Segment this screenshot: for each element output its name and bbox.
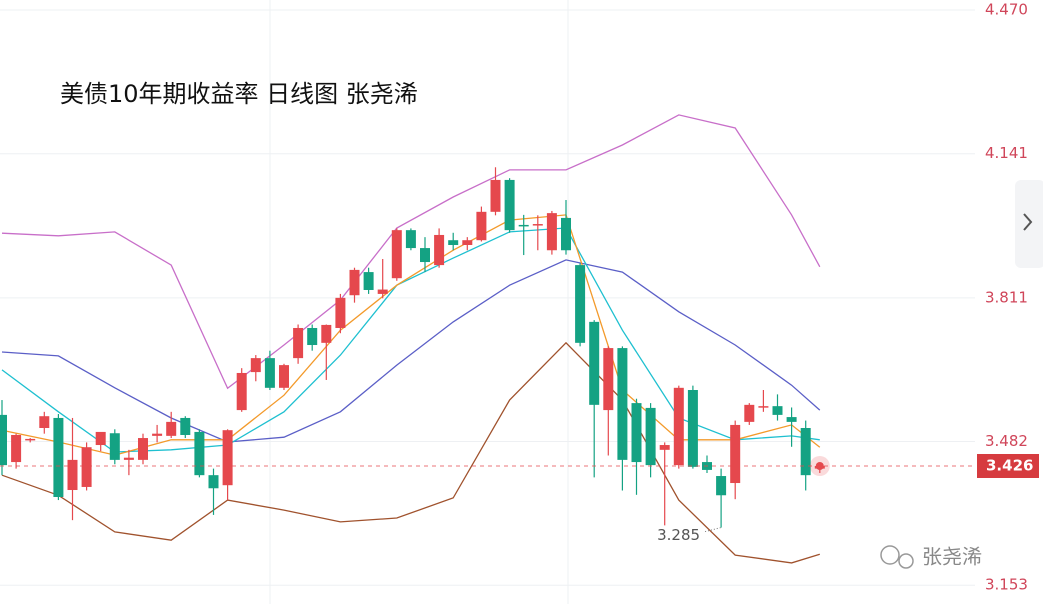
candle-body	[645, 407, 656, 466]
candle-body	[405, 230, 416, 249]
y-tick-label: 4.141	[985, 144, 1028, 162]
candle-body	[518, 224, 529, 227]
watermark: 张尧浠	[880, 545, 982, 569]
candle-body	[532, 224, 543, 226]
candle-body	[0, 414, 7, 466]
candle-body	[152, 433, 163, 436]
candle-body	[377, 289, 388, 294]
candle-body	[349, 269, 360, 296]
candle-body	[716, 476, 727, 496]
candle-body	[264, 358, 275, 388]
candle-body	[589, 321, 600, 405]
candle-body	[617, 348, 628, 460]
candle-body	[307, 327, 318, 346]
candle-body	[279, 365, 289, 388]
candle-body	[25, 438, 36, 441]
candle-body	[293, 327, 304, 359]
candle-body	[53, 417, 64, 498]
candle-body	[561, 217, 571, 251]
candle-body	[363, 272, 374, 290]
candle-body	[335, 297, 346, 328]
candle-body	[730, 424, 741, 484]
candle-body	[546, 213, 557, 251]
expand-button[interactable]	[1015, 180, 1043, 268]
candle-body	[448, 240, 459, 246]
candle-body	[603, 348, 614, 411]
chart-title: 美债10年期收益率 日线图 张尧浠	[60, 80, 418, 108]
y-tick-label: 3.153	[985, 576, 1028, 594]
candle-body	[420, 248, 430, 263]
y-tick-label: 3.482	[985, 432, 1028, 450]
candle-body	[109, 433, 120, 460]
candle-body	[208, 475, 219, 489]
candle-body	[180, 417, 191, 435]
candle-body	[673, 387, 684, 466]
low-label: 3.285	[657, 526, 700, 544]
last-price-dot	[815, 461, 824, 470]
candle-body	[462, 240, 473, 246]
candle-body	[434, 234, 445, 266]
candle-body	[744, 404, 755, 422]
candle-body	[758, 406, 769, 408]
candle-body	[687, 390, 698, 467]
candle-body	[490, 179, 501, 212]
candle-body	[222, 430, 233, 486]
y-tick-label: 3.811	[985, 288, 1028, 306]
candle-body	[504, 179, 515, 231]
candle-body	[786, 417, 797, 422]
candle-body	[166, 421, 177, 436]
candle-body	[659, 445, 670, 450]
candle-body	[800, 427, 811, 476]
candle-body	[575, 265, 586, 343]
candle-body	[391, 230, 402, 279]
candle-body	[772, 406, 783, 415]
candle-body	[321, 324, 332, 343]
ma-line	[1, 114, 821, 390]
candle-body	[476, 211, 487, 241]
last-price-box	[977, 453, 1039, 478]
candle-body	[95, 431, 106, 446]
candle-body	[67, 459, 78, 491]
candle-body	[631, 403, 642, 463]
y-tick-label: 4.470	[985, 1, 1028, 19]
candle-body	[123, 457, 134, 460]
ma-line	[1, 341, 820, 564]
candle-body	[194, 431, 205, 476]
last-price-label: 3.426	[986, 456, 1033, 474]
candle-body	[250, 358, 261, 373]
candle-body	[138, 438, 148, 460]
watermark-text: 张尧浠	[922, 545, 982, 569]
ma-line	[1, 259, 821, 443]
candle-body	[81, 447, 92, 487]
candle-body	[11, 434, 22, 463]
candle-body	[236, 372, 247, 411]
candle-body	[39, 416, 50, 428]
